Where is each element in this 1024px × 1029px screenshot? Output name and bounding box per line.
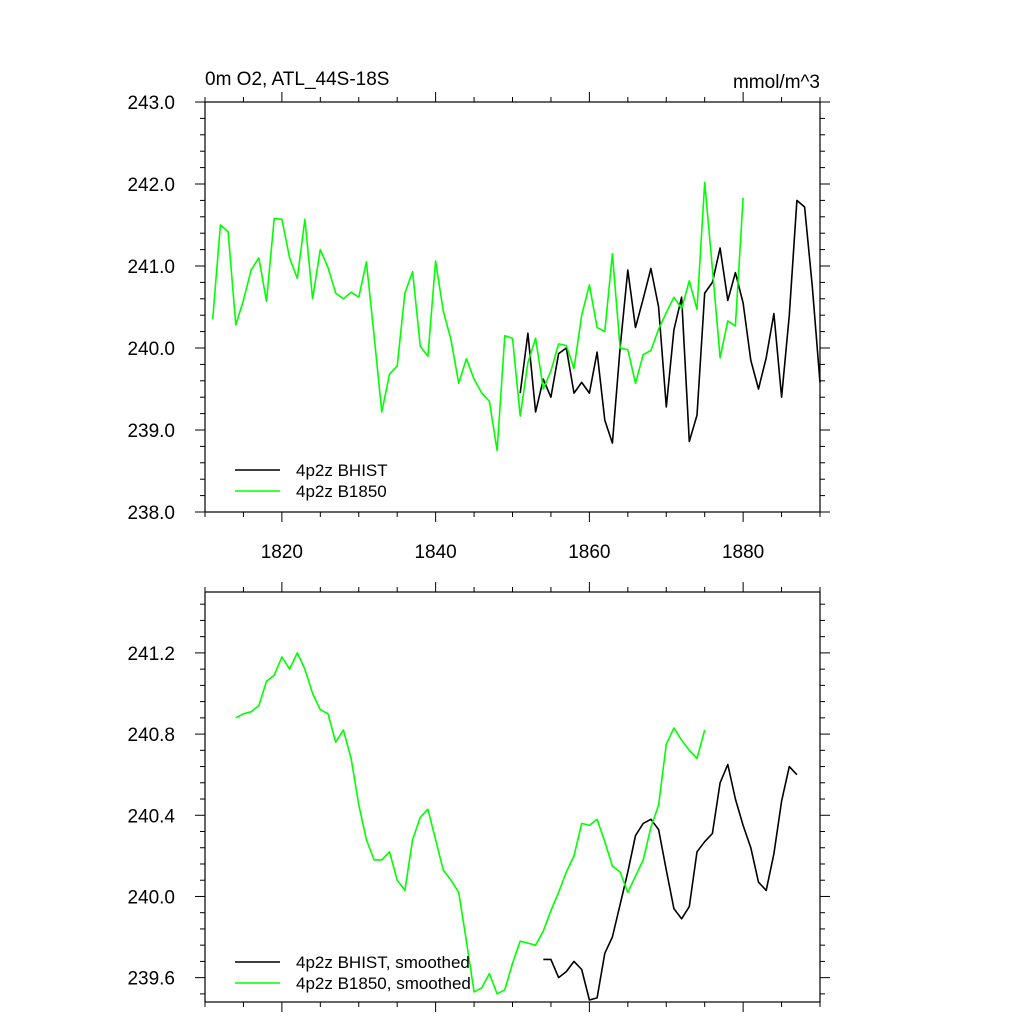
legend-label: 4p2z B1850, smoothed [296,974,471,993]
legend-label: 4p2z B1850 [296,482,387,501]
series-line-1 [211,181,744,452]
x-tick-label: 1880 [722,542,764,563]
x-tick-label: 1840 [414,542,456,563]
x-tick-label: 1860 [568,542,610,563]
top-panel-series [211,181,821,452]
y-tick-label: 240.0 [127,887,175,908]
series-line-1 [235,652,706,995]
y-tick-label: 239.0 [127,421,175,442]
top-panel-title: 0m O2, ATL_44S-18S [205,69,389,90]
top-panel-ticks: 1820 1840 1860 1880 238.0 239.0 240.0 241.0 242.… [127,92,830,563]
series-line-0 [519,199,821,444]
y-tick-label: 243.0 [127,93,175,114]
top-plot-frame [204,101,821,513]
series-line-0 [543,763,798,1001]
y-tick-label: 240.4 [127,806,175,827]
top-panel: 0m O2, ATL_44S-18S mmol/m^3 1820 1840 1860… [127,69,830,563]
y-tick-label: 240.0 [127,339,175,360]
top-panel-legend: 4p2z BHIST 4p2z B1850 [235,461,388,501]
y-tick-label: 240.8 [127,725,175,746]
legend-label: 4p2z BHIST [296,461,388,480]
y-tick-label: 242.0 [127,175,175,196]
y-tick-label: 239.6 [127,969,175,990]
top-panel-units: mmol/m^3 [733,72,820,93]
bottom-panel: 239.6 240.0 240.4 240.8 241.2 4p2z BHIST, sm… [127,582,830,1012]
bottom-panel-ticks: 239.6 240.0 240.4 240.8 241.2 [127,582,830,1012]
bottom-panel-legend: 4p2z BHIST, smoothed 4p2z B1850, smoothed [235,953,471,993]
x-tick-label: 1820 [261,542,303,563]
bottom-panel-series [235,652,798,1001]
y-tick-label: 238.0 [127,503,175,524]
y-tick-label: 241.0 [127,257,175,278]
y-tick-label: 241.2 [127,644,175,665]
legend-label: 4p2z BHIST, smoothed [296,953,470,972]
